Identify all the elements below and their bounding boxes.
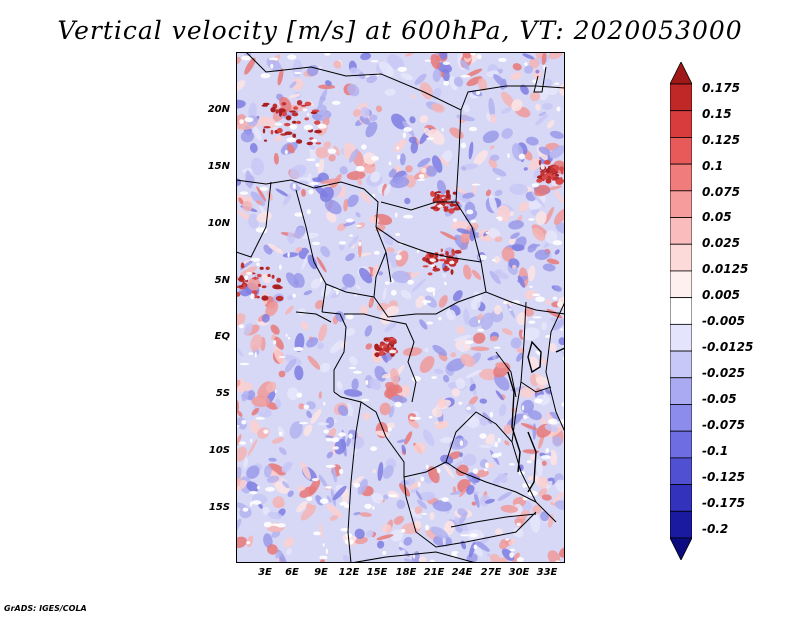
country-borders [236, 52, 565, 563]
lon-label: 12E [338, 567, 360, 578]
map-title: Vertical velocity [m/s] at 600hPa, VT: 2… [57, 16, 743, 45]
colorbar-label: 0.125 [702, 133, 740, 147]
colorbar-label: 0.0125 [702, 262, 749, 276]
grads-credit: GrADS: IGES/COLA [4, 604, 87, 613]
colorbar-label: 0.15 [702, 107, 732, 121]
colorbar-segment [670, 83, 692, 112]
colorbar-label: -0.0125 [702, 340, 754, 354]
lat-label: 20N [207, 104, 230, 115]
colorbar-segment [670, 430, 692, 459]
colorbar-segment [670, 243, 692, 272]
velocity-blobs [236, 52, 565, 563]
colorbar-segment [670, 163, 692, 192]
colorbar-label: -0.175 [702, 496, 745, 510]
colorbar-segment [670, 190, 692, 218]
colorbar-label: -0.005 [702, 314, 745, 328]
map-panel [236, 52, 565, 563]
colorbar-segment [670, 137, 692, 165]
colorbar-label: 0.175 [702, 81, 740, 95]
colorbar-segment [670, 484, 692, 512]
colorbar-label: 0.05 [702, 210, 732, 224]
colorbar-segment [670, 110, 692, 138]
colorbar-bottom-arrow [670, 537, 692, 560]
lon-label: 18E [395, 567, 417, 578]
colorbar-label: -0.125 [702, 470, 745, 484]
colorbar-label: 0.025 [702, 236, 740, 250]
colorbar-segment [670, 297, 692, 325]
colorbar-label: 0.075 [702, 185, 740, 199]
lon-label: 9E [314, 567, 328, 578]
vertical-velocity-field [236, 52, 565, 563]
lon-label: 6E [285, 567, 299, 578]
lon-label: 33E [536, 567, 558, 578]
colorbar-segment [670, 270, 692, 299]
colorbar-segment [670, 457, 692, 485]
lat-label: 5S [215, 388, 230, 399]
map-frame [236, 52, 565, 563]
colorbar-segment [670, 217, 692, 245]
lat-label: 10N [207, 218, 230, 229]
colorbar-segment [670, 510, 692, 539]
colorbar-segment [670, 323, 692, 352]
colorbar-label: -0.2 [702, 522, 729, 536]
colorbar-label: -0.05 [702, 392, 737, 406]
lat-label: EQ [214, 331, 230, 342]
lake-outlines [507, 340, 565, 493]
lon-label: 24E [451, 567, 473, 578]
lat-label: 5N [214, 275, 230, 286]
colorbar-label: 0.1 [702, 159, 724, 173]
lon-label: 30E [508, 567, 530, 578]
colorbar-label: -0.025 [702, 366, 745, 380]
lat-label: 10S [208, 445, 230, 456]
lat-label: 15S [208, 502, 230, 513]
colorbar-segment [670, 377, 692, 405]
colorbar-top-arrow [670, 62, 692, 85]
colorbar-label: -0.075 [702, 418, 745, 432]
lon-label: 3E [258, 567, 272, 578]
lon-label: 21E [423, 567, 445, 578]
lon-label: 15E [366, 567, 388, 578]
colorbar-label: 0.005 [702, 288, 740, 302]
colorbar-segment [670, 350, 692, 379]
lon-label: 27E [480, 567, 502, 578]
lat-label: 15N [207, 161, 230, 172]
colorbar-segment [670, 404, 692, 432]
colorbar [670, 62, 692, 560]
colorbar-label: -0.1 [702, 444, 729, 458]
